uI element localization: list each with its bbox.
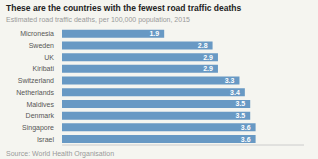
svg-text:1.9: 1.9 bbox=[149, 30, 159, 37]
svg-text:3.5: 3.5 bbox=[235, 112, 245, 119]
svg-text:3.3: 3.3 bbox=[225, 77, 235, 84]
svg-text:3.6: 3.6 bbox=[241, 136, 251, 143]
svg-text:Singapore: Singapore bbox=[22, 124, 54, 132]
svg-text:Denmark: Denmark bbox=[26, 112, 55, 119]
svg-text:2.8: 2.8 bbox=[198, 42, 208, 49]
html-text:These are the countries with t: These are the countries with the fewest … bbox=[6, 3, 242, 13]
svg-text:2.9: 2.9 bbox=[203, 65, 213, 72]
svg-text:Micronesia: Micronesia bbox=[20, 30, 54, 37]
svg-text:2.9: 2.9 bbox=[203, 54, 213, 61]
svg-text:Netherlands: Netherlands bbox=[16, 89, 54, 96]
svg-text:Kiribati: Kiribati bbox=[33, 65, 55, 72]
svg-text:Switzerland: Switzerland bbox=[18, 77, 54, 84]
svg-text:UK: UK bbox=[44, 54, 54, 61]
html-text:Source: World Health Organisat: Source: World Health Organisation bbox=[6, 150, 114, 157]
svg-text:Israel: Israel bbox=[37, 136, 55, 143]
svg-text:3.5: 3.5 bbox=[235, 100, 245, 107]
svg-text:Maldives: Maldives bbox=[26, 101, 54, 108]
svg-text:3.4: 3.4 bbox=[230, 89, 240, 96]
svg-text:3.6: 3.6 bbox=[241, 124, 251, 131]
html-text:Estimated road traffic deaths,: Estimated road traffic deaths, per 100,0… bbox=[6, 16, 190, 23]
svg-text:Sweden: Sweden bbox=[29, 42, 54, 49]
